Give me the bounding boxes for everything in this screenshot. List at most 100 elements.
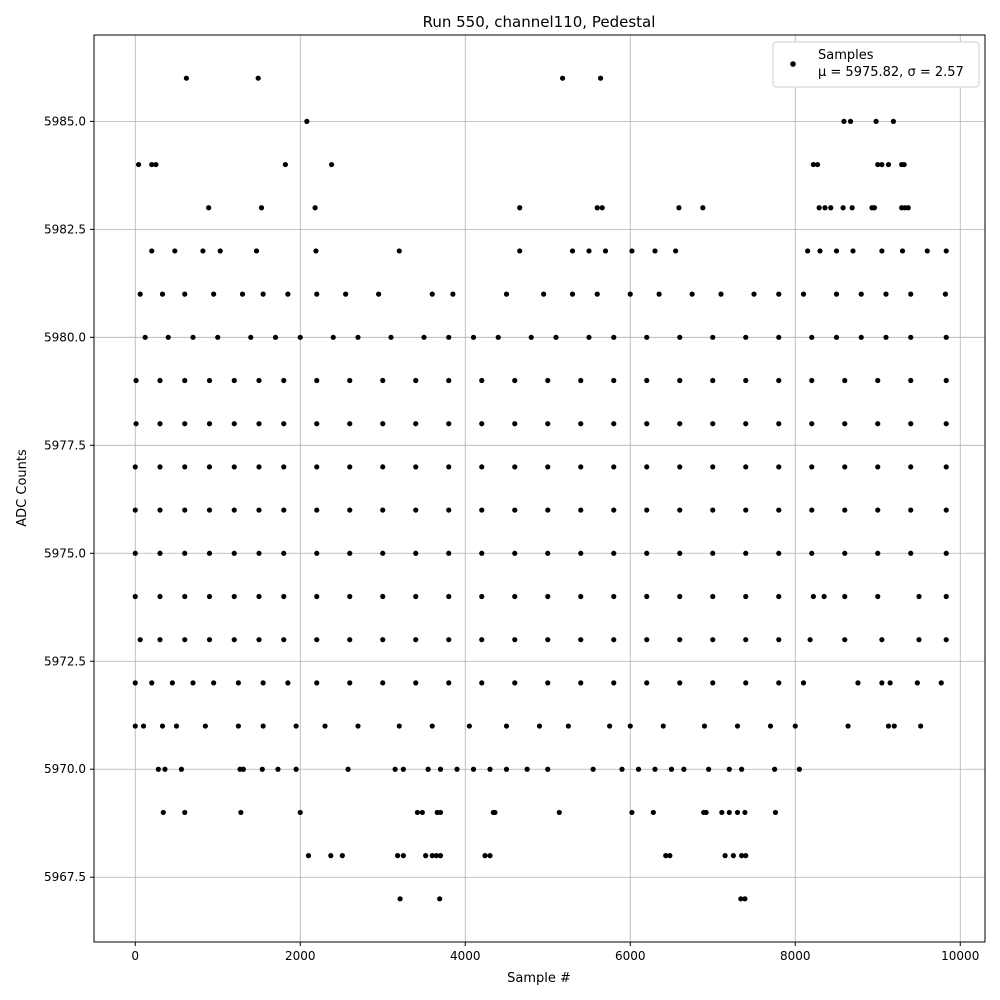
data-point bbox=[231, 377, 237, 384]
data-point bbox=[800, 291, 807, 297]
data-point bbox=[446, 421, 452, 427]
data-point bbox=[293, 723, 299, 729]
data-point bbox=[726, 766, 732, 772]
data-point bbox=[414, 809, 420, 816]
data-point bbox=[850, 248, 856, 254]
data-point bbox=[710, 334, 716, 340]
data-point bbox=[578, 507, 584, 513]
y-tick-label: 5977.5 bbox=[44, 438, 86, 452]
data-point bbox=[742, 809, 748, 816]
data-point bbox=[347, 507, 353, 513]
data-point bbox=[259, 766, 265, 772]
data-point bbox=[611, 421, 617, 427]
x-tick-label: 10000 bbox=[941, 949, 979, 963]
data-point bbox=[873, 118, 879, 124]
data-point bbox=[182, 593, 188, 600]
data-point bbox=[875, 507, 881, 513]
data-point bbox=[644, 680, 650, 686]
data-point bbox=[231, 550, 237, 556]
data-point bbox=[470, 766, 477, 772]
data-point bbox=[833, 291, 840, 297]
data-point bbox=[437, 766, 444, 772]
data-point bbox=[285, 291, 291, 297]
data-point bbox=[132, 550, 138, 556]
data-point bbox=[215, 334, 221, 340]
data-point bbox=[710, 464, 716, 470]
data-point bbox=[479, 593, 485, 600]
data-point bbox=[256, 593, 262, 600]
data-point bbox=[627, 291, 633, 297]
data-point bbox=[182, 377, 188, 384]
data-point bbox=[380, 464, 386, 470]
data-point bbox=[429, 291, 435, 297]
data-point bbox=[594, 205, 600, 211]
data-point bbox=[157, 593, 163, 600]
data-point bbox=[285, 680, 291, 686]
data-point bbox=[397, 896, 403, 902]
data-point bbox=[322, 723, 328, 729]
data-point bbox=[943, 637, 949, 643]
data-point bbox=[569, 248, 576, 254]
data-point bbox=[314, 507, 320, 513]
data-point bbox=[767, 723, 774, 729]
data-point bbox=[132, 507, 138, 513]
data-point bbox=[710, 680, 716, 686]
data-point bbox=[599, 205, 605, 211]
x-tick-label: 0 bbox=[131, 949, 139, 963]
data-point bbox=[446, 593, 452, 600]
data-point bbox=[817, 248, 823, 254]
data-point bbox=[809, 464, 815, 470]
data-point bbox=[891, 723, 897, 729]
data-point bbox=[875, 593, 881, 600]
data-point bbox=[743, 853, 749, 859]
data-point bbox=[190, 680, 196, 686]
data-point bbox=[677, 464, 683, 470]
data-point bbox=[314, 550, 320, 556]
data-point bbox=[578, 421, 584, 427]
data-point bbox=[282, 161, 288, 168]
data-point bbox=[918, 723, 924, 729]
data-point bbox=[822, 205, 828, 211]
data-point bbox=[231, 593, 237, 600]
data-point bbox=[743, 377, 749, 384]
data-point bbox=[739, 853, 745, 859]
data-point bbox=[743, 550, 749, 556]
data-point bbox=[611, 550, 617, 556]
data-point bbox=[135, 161, 142, 168]
legend-label: Samples bbox=[818, 48, 874, 63]
data-point bbox=[842, 421, 848, 427]
data-point bbox=[211, 680, 217, 686]
data-point bbox=[238, 809, 244, 816]
data-point bbox=[380, 421, 386, 427]
data-point bbox=[660, 723, 666, 729]
data-point bbox=[172, 248, 178, 254]
data-point bbox=[858, 291, 864, 297]
data-point bbox=[512, 421, 518, 427]
data-point bbox=[541, 291, 547, 297]
data-point bbox=[314, 464, 320, 470]
data-point bbox=[743, 637, 749, 643]
data-point bbox=[240, 766, 246, 772]
data-point bbox=[553, 334, 559, 340]
data-point bbox=[776, 637, 782, 643]
data-point bbox=[437, 809, 444, 816]
data-point bbox=[545, 766, 551, 772]
data-point bbox=[710, 421, 716, 427]
data-point bbox=[644, 507, 650, 513]
data-point bbox=[492, 809, 498, 816]
data-point bbox=[528, 334, 534, 340]
data-point bbox=[413, 377, 419, 384]
data-point bbox=[611, 507, 617, 513]
data-point bbox=[602, 248, 609, 254]
data-point bbox=[355, 334, 361, 340]
data-point bbox=[231, 464, 237, 470]
data-point bbox=[239, 291, 246, 297]
data-point bbox=[380, 550, 386, 556]
data-point bbox=[446, 334, 452, 340]
data-point bbox=[281, 421, 287, 427]
data-point bbox=[883, 334, 889, 340]
x-axis-label: Sample # bbox=[507, 971, 571, 986]
data-point bbox=[887, 680, 893, 686]
data-point bbox=[487, 766, 493, 772]
data-point bbox=[347, 421, 353, 427]
